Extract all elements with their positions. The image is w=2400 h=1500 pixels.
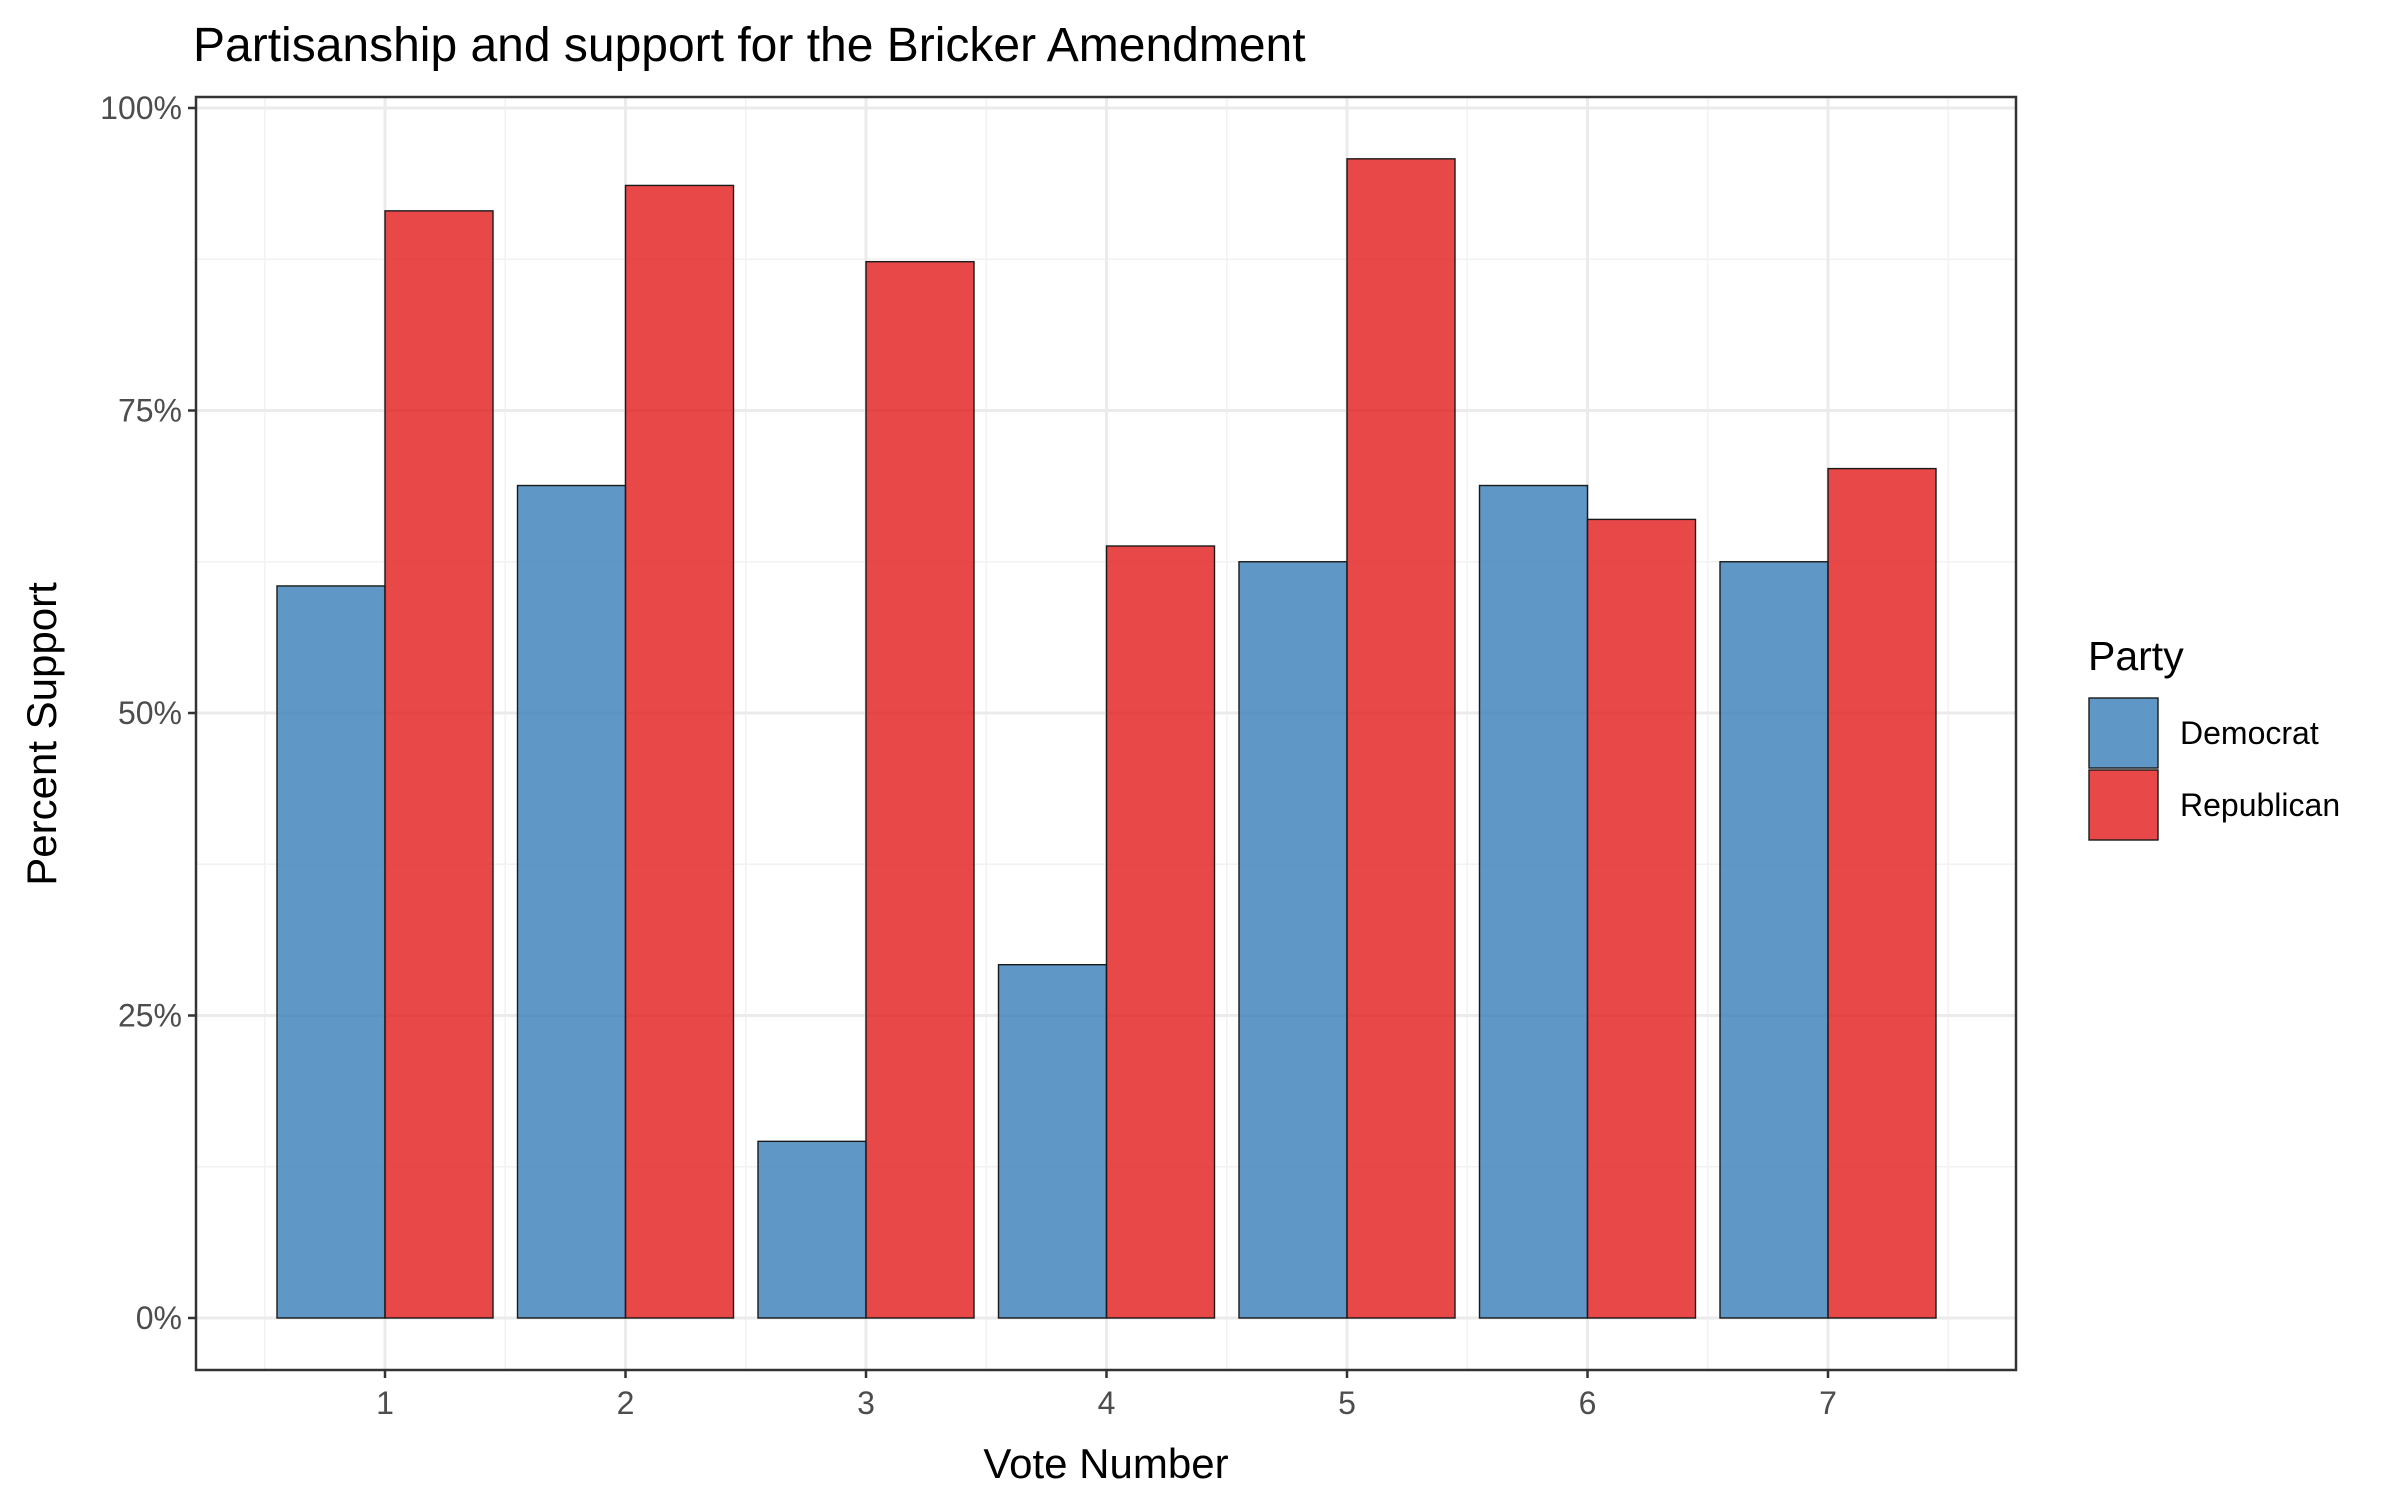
- bar-republican-4: [1105, 545, 1216, 1319]
- chart-title: Partisanship and support for the Bricker…: [193, 19, 1306, 72]
- y-axis-title: Percent Support: [18, 582, 65, 886]
- bar-republican-5: [1346, 158, 1456, 1319]
- legend-items: Democrat Republican: [2088, 697, 2340, 841]
- bar-democrat-4: [997, 963, 1108, 1319]
- bar-republican-6: [1586, 518, 1697, 1319]
- plot-panel: [194, 95, 2018, 1372]
- legend-label-republican: Republican: [2180, 787, 2340, 823]
- x-axis: 1 2 3 4 5 6 7: [376, 1370, 1837, 1421]
- bar-republican-3: [865, 260, 975, 1319]
- y-tick-label: 25%: [118, 998, 182, 1034]
- bar-democrat-7: [1719, 561, 1829, 1319]
- bar-democrat-3: [757, 1140, 867, 1319]
- x-tick-label: 5: [1338, 1385, 1356, 1421]
- y-tick-label: 50%: [118, 695, 182, 731]
- x-tick-label: 7: [1819, 1385, 1837, 1421]
- legend-title: Party: [2088, 633, 2184, 679]
- y-tick-label: 100%: [100, 90, 182, 126]
- bar-republican-7: [1827, 467, 1937, 1319]
- x-tick-label: 6: [1579, 1385, 1597, 1421]
- bar-republican-2: [624, 184, 735, 1319]
- legend-label-democrat: Democrat: [2180, 715, 2319, 751]
- legend-swatch-democrat: [2088, 697, 2159, 769]
- bar-democrat-1: [276, 585, 386, 1319]
- x-tick-label: 2: [617, 1385, 635, 1421]
- bars: [276, 158, 1937, 1319]
- x-tick-label: 1: [376, 1385, 394, 1421]
- legend: Party Democrat Republican: [2088, 633, 2340, 841]
- y-axis: 0% 25% 50% 75% 100%: [100, 90, 196, 1336]
- x-tick-label: 3: [857, 1385, 875, 1421]
- bar-democrat-6: [1478, 484, 1589, 1319]
- x-tick-label: 4: [1098, 1385, 1116, 1421]
- bar-democrat-5: [1238, 561, 1348, 1319]
- x-axis-title: Vote Number: [983, 1440, 1228, 1487]
- bar-republican-1: [384, 210, 494, 1319]
- legend-swatch-republican: [2088, 769, 2159, 841]
- y-tick-label: 0%: [136, 1300, 182, 1336]
- y-tick-label: 75%: [118, 393, 182, 429]
- minor-gridlines-x: [264, 97, 1949, 1370]
- bar-democrat-2: [516, 484, 627, 1319]
